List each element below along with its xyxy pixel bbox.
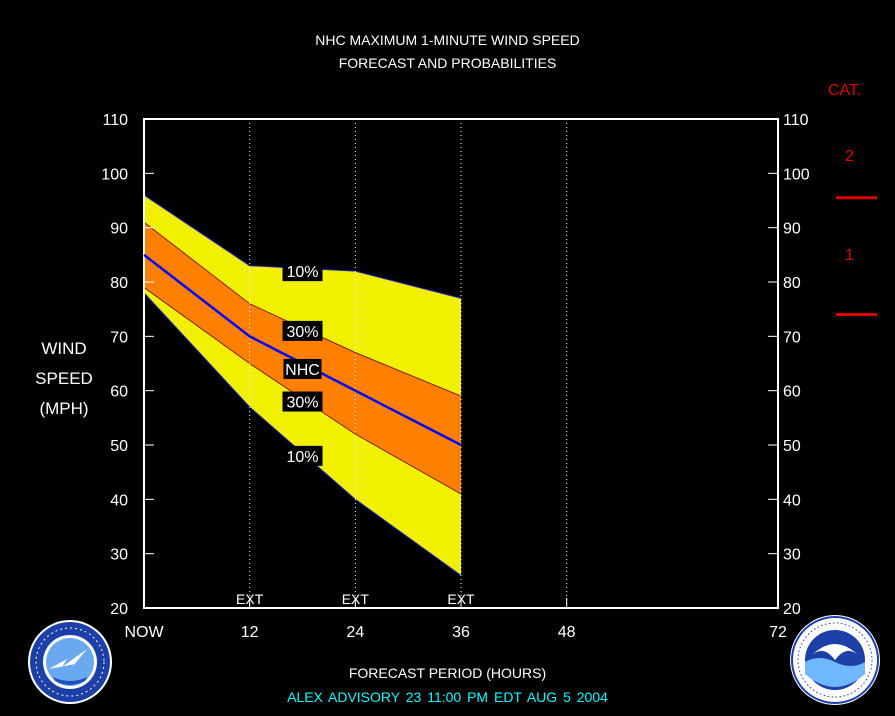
band-label-3: 30%	[286, 395, 318, 412]
band-label-bg-0	[282, 261, 323, 282]
band-label-2: NHC	[285, 362, 320, 379]
band-label-bg-4	[282, 445, 323, 466]
probability-bands	[143, 194, 462, 576]
x-tick-label-12: 12	[241, 624, 259, 641]
y-axis-label-line1: WIND	[41, 339, 87, 358]
x-tick-label-0: NOW	[124, 624, 164, 641]
y-tick-label-left-110: 110	[102, 112, 128, 129]
category-label-2: 2	[845, 148, 854, 165]
band-label-1: 30%	[286, 324, 318, 341]
y-tick-label-right-110: 110	[783, 112, 809, 129]
band-label-bg-1	[282, 320, 323, 341]
y-tick-label-right-40: 40	[783, 492, 801, 509]
noaa-logo-icon	[790, 615, 880, 705]
x-tick-label-72: 72	[769, 624, 787, 641]
category-label-1: 1	[845, 247, 854, 264]
y-tick-label-right-90: 90	[783, 221, 801, 238]
x-tick-label-48: 48	[558, 624, 576, 641]
x-tick-label-36: 36	[452, 624, 470, 641]
chart-title-line1: NHC MAXIMUM 1-MINUTE WIND SPEED	[315, 32, 580, 48]
band-label-bg-2	[283, 358, 322, 379]
y-tick-label-left-20: 20	[110, 601, 128, 618]
y-tick-label-right-30: 30	[783, 547, 801, 564]
y-tick-label-left-80: 80	[110, 275, 128, 292]
y-tick-label-right-50: 50	[783, 438, 801, 455]
x-tick-label-24: 24	[346, 624, 364, 641]
band-label-4: 10%	[286, 449, 318, 466]
y-tick-label-left-50: 50	[110, 438, 128, 455]
band-label-0: 10%	[286, 264, 318, 281]
chart-axes: 20 20 30 30 40 40 50 50 60 60 70 70 80 80 90 90 100 100 11…	[101, 112, 810, 641]
y-tick-label-left-90: 90	[110, 221, 128, 238]
y-tick-label-left-60: 60	[110, 384, 128, 401]
y-axis-label-line2: SPEED	[35, 369, 93, 388]
category-header: CAT.	[828, 82, 862, 99]
category-threshold-lines	[836, 196, 877, 317]
band-labels: 10% 30% NHC 30% 10%	[282, 261, 323, 466]
y-tick-label-right-70: 70	[783, 329, 801, 346]
y-tick-label-right-60: 60	[783, 384, 801, 401]
chart-title-line2: FORECAST AND PROBABILITIES	[338, 55, 557, 71]
y-tick-label-right-100: 100	[783, 166, 810, 183]
nws-logo-icon	[28, 620, 112, 704]
advisory-line: ALEX ADVISORY 23 11:00 PM EDT AUG 5 2004	[287, 689, 608, 705]
y-axis-label-line3: (MPH)	[39, 399, 89, 418]
y-tick-label-left-70: 70	[110, 329, 128, 346]
y-tick-label-right-20: 20	[783, 601, 801, 618]
band-30-percent	[144, 222, 461, 494]
x-axis-label: FORECAST PERIOD (HOURS)	[348, 665, 547, 681]
y-tick-label-left-40: 40	[110, 492, 128, 509]
y-tick-label-left-100: 100	[101, 166, 128, 183]
y-tick-label-right-80: 80	[783, 275, 801, 292]
y-tick-label-left-30: 30	[110, 547, 128, 564]
band-label-bg-3	[282, 391, 323, 412]
